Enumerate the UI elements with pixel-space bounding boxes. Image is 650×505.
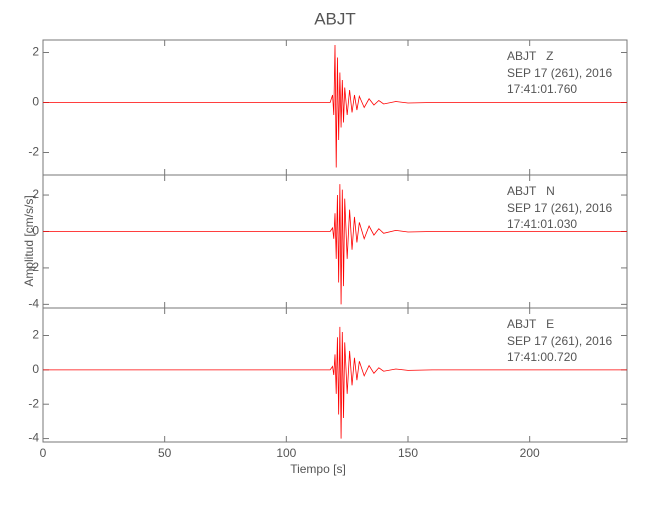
y-tick-label: -2 (28, 396, 39, 410)
x-tick-label: 100 (276, 446, 296, 460)
chart-title: ABJT (314, 9, 356, 28)
y-tick-label: 0 (32, 224, 39, 238)
y-tick-label: 0 (32, 95, 39, 109)
y-tick-label: 2 (32, 187, 39, 201)
y-tick-label: -2 (28, 145, 39, 159)
x-axis-label: Tiempo [s] (290, 462, 346, 476)
panel-frame (42, 307, 628, 443)
waveform (43, 44, 627, 168)
y-tick-label: 0 (32, 362, 39, 376)
waveform (43, 326, 627, 439)
station-label: ABJT E (507, 317, 554, 331)
x-tick-label: 50 (158, 446, 172, 460)
y-tick-label: -4 (28, 431, 39, 445)
date-label: SEP 17 (261), 2016 (507, 66, 613, 80)
x-tick-label: 150 (398, 446, 418, 460)
station-label: ABJT Z (507, 49, 553, 63)
date-label: SEP 17 (261), 2016 (507, 201, 613, 215)
y-tick-label: 2 (32, 328, 39, 342)
x-tick-label: 200 (520, 446, 540, 460)
station-label: ABJT N (507, 184, 555, 198)
time-label: 17:41:01.760 (507, 82, 577, 96)
time-label: 17:41:00.720 (507, 350, 577, 364)
y-axis-label: Amplitud [cm/s/s] (22, 195, 36, 286)
time-label: 17:41:01.030 (507, 217, 577, 231)
y-tick-label: -2 (28, 260, 39, 274)
date-label: SEP 17 (261), 2016 (507, 334, 613, 348)
x-tick-label: 0 (40, 446, 47, 460)
y-tick-label: -4 (28, 297, 39, 311)
y-tick-label: 2 (32, 45, 39, 59)
waveform (43, 184, 627, 305)
